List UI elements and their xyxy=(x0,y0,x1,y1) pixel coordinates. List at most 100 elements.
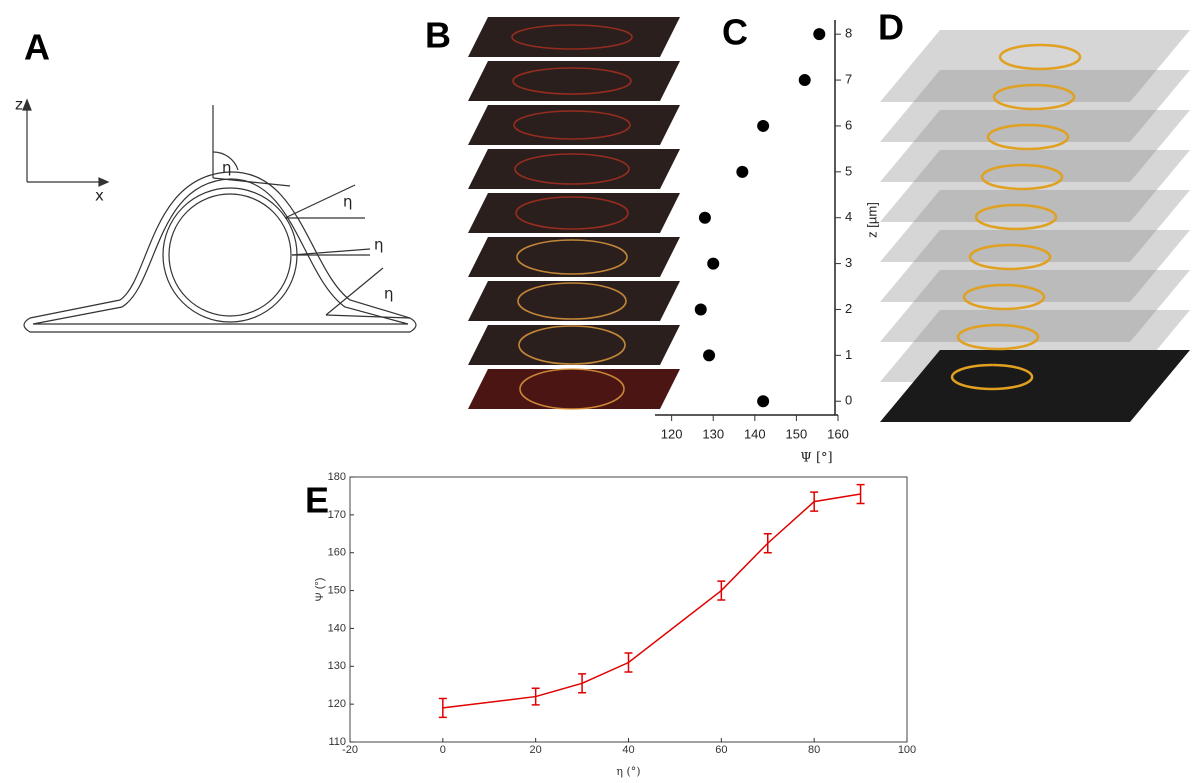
tangent xyxy=(284,184,356,219)
point xyxy=(703,349,716,362)
point xyxy=(798,74,811,87)
x-tick-label: 120 xyxy=(661,426,683,441)
cell-inner xyxy=(32,178,409,325)
x-tick-label: 60 xyxy=(715,744,727,756)
arrow-head xyxy=(22,98,32,111)
x-tick-label: 160 xyxy=(827,426,849,441)
cell-outline xyxy=(23,171,417,333)
image-slice xyxy=(880,190,1190,262)
panel-label: C xyxy=(722,12,748,53)
plot-frame xyxy=(349,476,908,743)
image-slice xyxy=(880,70,1190,142)
diagram-label: x xyxy=(95,187,104,205)
y-tick-label: 130 xyxy=(328,660,346,672)
point xyxy=(698,211,711,224)
image-slice xyxy=(468,105,680,145)
panel-label: B xyxy=(425,15,451,56)
nucleus-outer xyxy=(162,187,298,323)
y-tick-label: 160 xyxy=(328,547,346,559)
charts: 120 130 140 150 160 0 1 2 3 4 5 6 7 8 Ψ [°] z [µm] -20 0 2… xyxy=(314,20,916,778)
x-tick-label: 150 xyxy=(786,426,808,441)
x-tick-label: 20 xyxy=(530,744,542,756)
image-ring xyxy=(512,67,632,95)
y-tick-label: 5 xyxy=(845,163,852,178)
image-ring xyxy=(516,239,628,275)
error-bar xyxy=(531,687,540,706)
tangent xyxy=(325,267,384,316)
line xyxy=(442,493,861,709)
diagram-a xyxy=(22,98,417,333)
error-bar xyxy=(856,483,865,505)
image-slice xyxy=(468,369,680,409)
image-ring xyxy=(518,325,626,365)
panel-label: D xyxy=(878,7,904,48)
y-tick-label: 140 xyxy=(328,622,346,634)
image-slice xyxy=(468,149,680,189)
error-bar xyxy=(717,580,726,601)
image-slice xyxy=(468,325,680,365)
point xyxy=(757,119,770,132)
y-tick-label: 180 xyxy=(328,471,346,483)
diagram-label: η xyxy=(222,159,232,177)
x-axis-label: η (°) xyxy=(616,765,640,778)
error-bar xyxy=(578,673,587,694)
point xyxy=(707,257,720,270)
error-bar xyxy=(810,491,819,512)
diagram-label: η xyxy=(384,285,394,303)
y-tick-label: 7 xyxy=(845,71,852,86)
nucleus-inner xyxy=(168,193,292,317)
x-tick-label: 100 xyxy=(898,744,916,756)
point xyxy=(694,303,707,316)
arrow-head xyxy=(98,177,110,187)
image-ring xyxy=(517,282,627,320)
y-tick-label: 2 xyxy=(845,301,852,316)
point xyxy=(813,28,826,41)
y-tick-label: 0 xyxy=(845,393,852,408)
y-tick-label: 150 xyxy=(328,584,346,596)
image-ring xyxy=(513,110,631,140)
y-tick-label: 110 xyxy=(328,736,346,748)
image-ring xyxy=(950,43,1082,391)
point xyxy=(757,395,770,408)
image-slice xyxy=(880,350,1190,422)
angle-arc xyxy=(212,151,239,171)
image-slice xyxy=(880,30,1190,102)
error-bar xyxy=(763,533,772,554)
diagram-label: η xyxy=(343,193,353,211)
y-tick-label: 8 xyxy=(845,26,852,41)
diagram-label: η xyxy=(374,236,384,254)
image-slice xyxy=(468,17,680,57)
image-ring xyxy=(519,368,625,410)
image-ring xyxy=(515,196,629,230)
x-tick-label: -20 xyxy=(342,744,358,756)
x-tick-label: 140 xyxy=(744,426,766,441)
panel-label: E xyxy=(305,480,329,521)
x-tick-label: 80 xyxy=(808,744,820,756)
image-slice xyxy=(880,110,1190,182)
y-tick-label: 170 xyxy=(328,509,346,521)
point xyxy=(736,165,749,178)
image-ring xyxy=(511,24,633,50)
ref xyxy=(325,314,411,319)
diagram-label: z xyxy=(15,96,23,114)
error-bar xyxy=(438,697,447,719)
image-slice xyxy=(880,150,1190,222)
y-axis-label: z [µm] xyxy=(864,202,879,238)
image-slice xyxy=(468,61,680,101)
y-tick-label: 6 xyxy=(845,117,852,132)
y-tick-label: 4 xyxy=(845,209,852,224)
panel-label: A xyxy=(24,27,50,68)
x-axis-label: Ψ [°] xyxy=(800,451,832,466)
image-slice xyxy=(468,281,680,321)
x-tick-label: 40 xyxy=(622,744,634,756)
image-ring xyxy=(514,153,630,185)
image-slice xyxy=(468,193,680,233)
error-bar xyxy=(624,652,633,673)
y-tick-label: 3 xyxy=(845,255,852,270)
tangent xyxy=(291,248,371,256)
y-axis-label: Ψ (°) xyxy=(314,578,326,602)
y-tick-label: 1 xyxy=(845,347,852,362)
image-slice xyxy=(468,237,680,277)
tangent xyxy=(212,177,291,187)
